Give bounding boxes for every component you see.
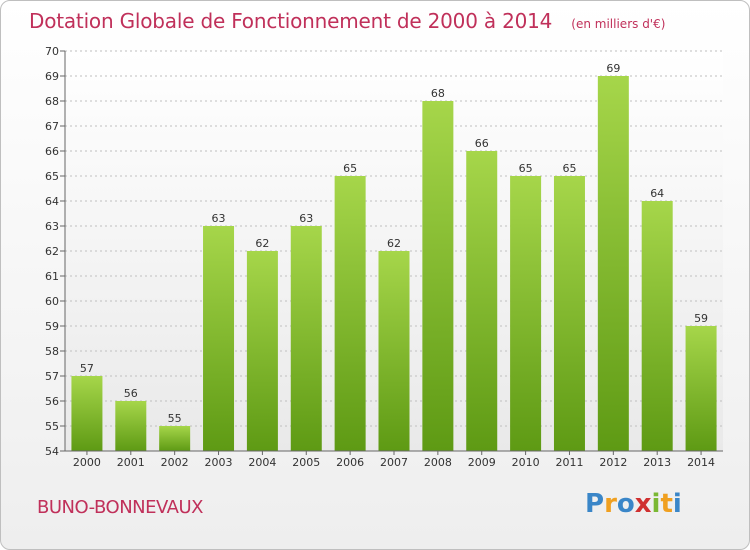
bar	[203, 226, 235, 451]
data-label: 55	[168, 412, 182, 425]
y-tick-label: 64	[45, 195, 59, 208]
logo-letter: i	[672, 489, 682, 519]
y-tick-label: 67	[45, 120, 59, 133]
bar	[290, 226, 322, 451]
data-label: 63	[299, 212, 313, 225]
y-tick-label: 61	[45, 270, 59, 283]
y-tick-label: 69	[45, 70, 59, 83]
bar	[115, 401, 147, 451]
data-label: 65	[519, 162, 533, 175]
bar	[510, 176, 542, 451]
x-tick-label: 2014	[687, 456, 715, 469]
x-tick-label: 2002	[161, 456, 189, 469]
chart-unit: (en milliers d'€)	[571, 17, 666, 31]
data-label: 66	[475, 137, 489, 150]
data-label: 62	[387, 237, 401, 250]
x-tick-label: 2006	[336, 456, 364, 469]
data-label: 56	[124, 387, 138, 400]
y-tick-label: 62	[45, 245, 59, 258]
data-label: 69	[606, 62, 620, 75]
y-tick-label: 59	[45, 320, 59, 333]
y-tick-label: 54	[45, 445, 59, 458]
y-tick-label: 65	[45, 170, 59, 183]
y-tick-label: 56	[45, 395, 59, 408]
logo-letter: x	[634, 489, 652, 519]
y-tick-label: 60	[45, 295, 59, 308]
y-tick-label: 68	[45, 95, 59, 108]
x-tick-label: 2004	[248, 456, 276, 469]
data-label: 64	[650, 187, 664, 200]
bar	[159, 426, 191, 451]
data-label: 65	[562, 162, 576, 175]
y-tick-label: 55	[45, 420, 59, 433]
bar	[422, 101, 454, 451]
data-label: 57	[80, 362, 94, 375]
logo-letter: P	[585, 489, 605, 519]
data-label: 65	[343, 162, 357, 175]
data-label: 68	[431, 87, 445, 100]
commune-name: BUNO-BONNEVAUX	[37, 497, 204, 518]
x-tick-label: 2009	[468, 456, 496, 469]
x-tick-label: 2001	[117, 456, 145, 469]
logo-letter: o	[616, 489, 635, 519]
data-label: 62	[255, 237, 269, 250]
logo-letter: i	[651, 489, 661, 519]
x-tick-label: 2011	[555, 456, 583, 469]
logo-letter: r	[604, 489, 617, 519]
bar	[641, 201, 673, 451]
y-tick-label: 66	[45, 145, 59, 158]
chart-title: Dotation Globale de Fonctionnement de 20…	[29, 9, 553, 33]
bar	[466, 151, 498, 451]
x-tick-label: 2005	[292, 456, 320, 469]
x-tick-label: 2007	[380, 456, 408, 469]
x-tick-label: 2010	[512, 456, 540, 469]
bar	[246, 251, 278, 451]
y-tick-label: 63	[45, 220, 59, 233]
data-label: 63	[212, 212, 226, 225]
data-label: 59	[694, 312, 708, 325]
bar	[334, 176, 366, 451]
bar	[553, 176, 585, 451]
x-tick-label: 2012	[599, 456, 627, 469]
proxiti-logo: Proxiti	[585, 489, 682, 519]
x-tick-label: 2000	[73, 456, 101, 469]
bar	[71, 376, 103, 451]
bar	[597, 76, 629, 451]
y-tick-label: 57	[45, 370, 59, 383]
x-tick-label: 2013	[643, 456, 671, 469]
logo-letter: t	[660, 489, 673, 519]
x-tick-label: 2003	[205, 456, 233, 469]
x-tick-label: 2008	[424, 456, 452, 469]
title-row: Dotation Globale de Fonctionnement de 20…	[29, 9, 665, 33]
y-tick-label: 58	[45, 345, 59, 358]
bar	[685, 326, 717, 451]
bar	[378, 251, 410, 451]
y-tick-label: 70	[45, 45, 59, 58]
